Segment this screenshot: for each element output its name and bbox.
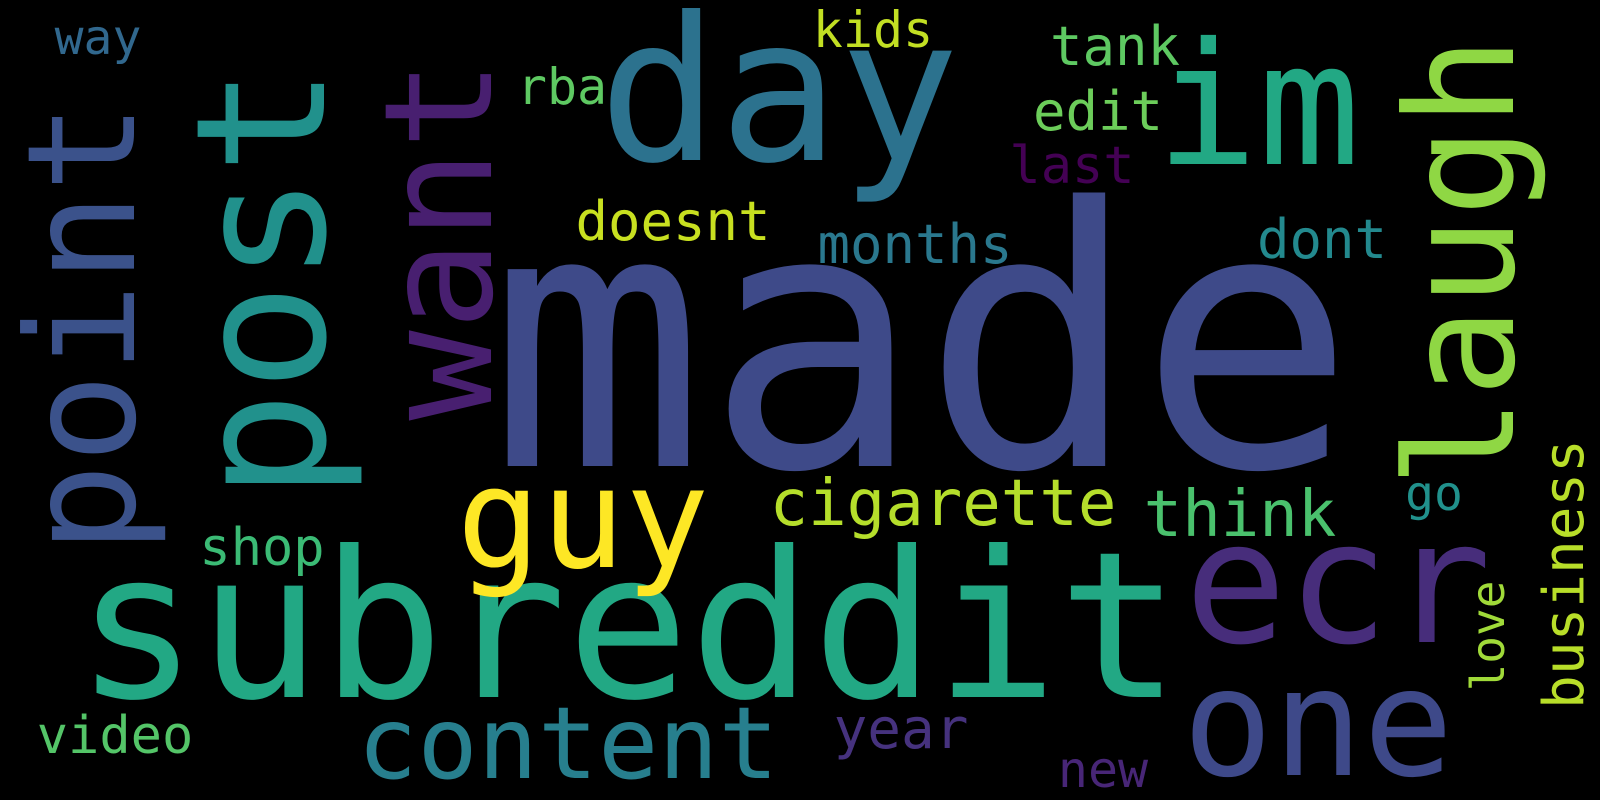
word-content: content [357,685,779,800]
word-tank: tank [1049,15,1181,78]
word-one: one [1182,637,1454,800]
word-video: video [36,706,194,766]
word-guy: guy [456,438,710,601]
word-kids: kids [812,1,934,59]
word-want: want [353,59,527,421]
word-new: new [1057,741,1149,799]
word-months: months [817,213,1013,276]
word-edit: edit [1032,80,1164,143]
word-made: made [488,132,1356,551]
word-think: think [1143,478,1337,552]
word-subreddit: subreddit [75,509,1181,746]
word-day: day [598,0,960,208]
word-point: point [0,102,170,554]
word-love: love [1461,580,1515,692]
word-dont: dont [1256,208,1388,271]
word-way: way [54,10,142,66]
word-im: im [1155,7,1361,205]
word-post: post [158,66,367,500]
word-shop: shop [199,518,325,578]
word-ecr: ecr [1184,485,1492,683]
word-cigarette: cigarette [769,467,1117,541]
word-rba: rba [516,58,608,116]
word-go: go [1405,466,1463,522]
word-laugh: laugh [1375,36,1549,488]
word-doesnt: doesnt [575,190,771,253]
word-last: last [1009,136,1135,196]
word-year: year [833,697,969,762]
word-business: business [1532,439,1597,709]
